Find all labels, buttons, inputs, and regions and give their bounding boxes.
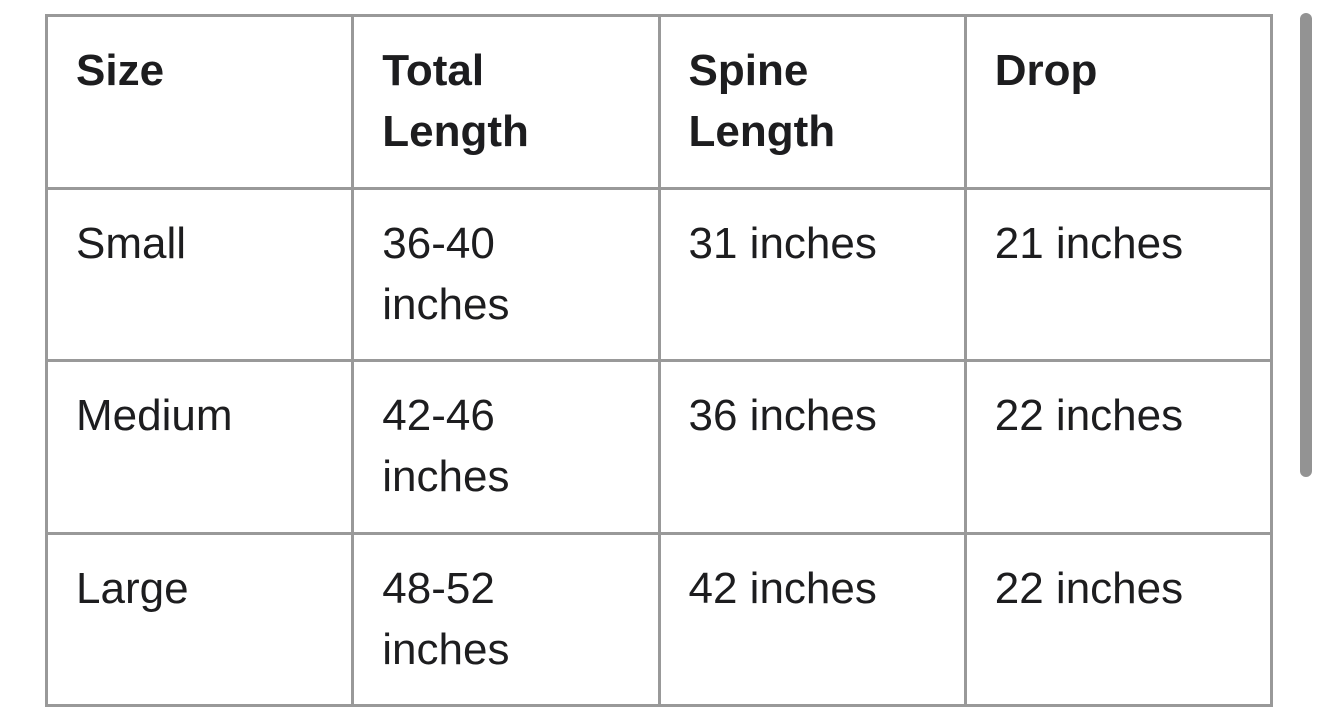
header-row: Size Total Length Spine Length Drop (44, 14, 1274, 190)
column-header-spine-length: Spine Length (657, 14, 967, 190)
cell-spine-length: 31 inches (657, 186, 967, 363)
cell-size: Small (44, 186, 355, 363)
table-row-large: Large 48-52 inches 42 inches 22 inches (44, 531, 1274, 708)
cell-drop: 21 inches (963, 186, 1274, 363)
column-header-size: Size (44, 14, 355, 190)
cell-size: Large (44, 531, 355, 708)
table-row-medium: Medium 42-46 inches 36 inches 22 inches (44, 359, 1274, 535)
size-chart-table: Size Total Length Spine Length Drop Smal… (44, 14, 1274, 708)
cell-total-length: 42-46 inches (351, 359, 661, 535)
table-row-small: Small 36-40 inches 31 inches 21 inches (44, 186, 1274, 363)
vertical-scrollbar-thumb[interactable] (1300, 13, 1312, 477)
cell-size: Medium (44, 359, 355, 535)
column-header-drop: Drop (963, 14, 1274, 190)
cell-total-length: 48-52 inches (351, 531, 661, 708)
column-header-total-length: Total Length (351, 14, 661, 190)
cell-spine-length: 42 inches (657, 531, 967, 708)
cell-spine-length: 36 inches (657, 359, 967, 535)
cell-total-length: 36-40 inches (351, 186, 661, 363)
cell-drop: 22 inches (963, 531, 1274, 708)
cell-drop: 22 inches (963, 359, 1274, 535)
